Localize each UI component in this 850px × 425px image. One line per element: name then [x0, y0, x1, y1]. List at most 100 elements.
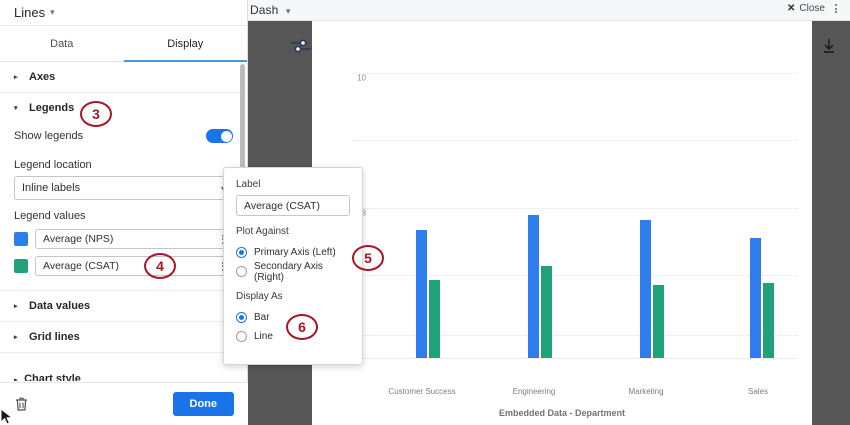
- legend-location-label: Legend location: [14, 159, 92, 171]
- section-chart-style-header[interactable]: ▸ Chart style: [14, 373, 81, 381]
- bar-csat[interactable]: [763, 283, 774, 358]
- bar-group-sales: [750, 238, 774, 358]
- close-button-label: Close: [799, 3, 825, 14]
- legend-value-input-nps[interactable]: Average (NPS): [35, 229, 233, 249]
- gridline-8: [354, 208, 798, 209]
- radio-display-line-label: Line: [254, 331, 273, 342]
- legend-value-text-nps: Average (NPS): [43, 233, 114, 245]
- radio-display-bar-label: Bar: [254, 312, 270, 323]
- bars-area: [354, 21, 798, 425]
- editor-header-title: Lines: [14, 5, 46, 20]
- section-legends-header[interactable]: ▾ Legends: [14, 93, 233, 123]
- section-axes[interactable]: ▸ Axes: [0, 62, 247, 93]
- gridline-mid-3: [354, 335, 798, 336]
- section-legends-body: Show legends Legend location Inline labe…: [14, 123, 233, 290]
- chevron-down-icon: ▾: [14, 105, 18, 112]
- chart-baseline: [354, 358, 798, 359]
- chevron-right-icon: ▸: [14, 74, 18, 81]
- legend-value-text-csat: Average (CSAT): [43, 260, 120, 272]
- section-data-values[interactable]: ▸ Data values: [0, 291, 247, 322]
- radio-display-line[interactable]: Line: [236, 327, 350, 346]
- done-button[interactable]: Done: [172, 392, 234, 416]
- bar-csat[interactable]: [653, 285, 664, 358]
- chevron-right-icon: ▸: [14, 334, 18, 341]
- category-label: Marketing: [628, 387, 664, 396]
- category-label: Customer Success: [388, 387, 456, 396]
- bar-nps[interactable]: [416, 230, 427, 358]
- show-legends-row: Show legends: [14, 123, 233, 149]
- ytick-label-8: 8: [361, 208, 366, 218]
- bar-nps[interactable]: [640, 220, 651, 358]
- popover-label-input[interactable]: Average (CSAT): [236, 195, 350, 216]
- display-as-title: Display As: [236, 291, 283, 302]
- bar-group-marketing: [640, 220, 664, 358]
- color-swatch-nps[interactable]: [14, 232, 28, 246]
- annotation-marker-4: 4: [144, 253, 176, 279]
- bar-group-customer-success: [416, 230, 440, 358]
- tab-display[interactable]: Display: [123, 26, 248, 62]
- gridline-mid-2: [354, 275, 798, 276]
- dashboard-title[interactable]: Dash ▾: [250, 3, 290, 17]
- editor-footer: Done: [0, 382, 248, 425]
- gridline-mid-1: [354, 140, 798, 141]
- show-legends-toggle[interactable]: [206, 129, 233, 143]
- radio-secondary-axis[interactable]: Secondary Axis (Right): [236, 260, 350, 283]
- section-chart-style-label: Chart style: [24, 373, 81, 381]
- bar-nps[interactable]: [528, 215, 539, 358]
- color-swatch-csat[interactable]: [14, 259, 28, 273]
- section-data-values-label: Data values: [29, 300, 91, 312]
- show-legends-label: Show legends: [14, 130, 84, 142]
- radio-button-selected[interactable]: [236, 247, 247, 258]
- chart-plot-area: 10 8 Average (CSAT): [312, 21, 812, 425]
- popover-label-title: Label: [236, 179, 261, 190]
- chevron-down-icon: ▾: [285, 6, 291, 16]
- editor-scrollbar[interactable]: [240, 64, 245, 174]
- radio-primary-axis[interactable]: Primary Axis (Left): [236, 243, 350, 262]
- chevron-right-icon: ▸: [14, 303, 18, 310]
- chevron-down-icon: ▾: [221, 184, 225, 193]
- radio-primary-axis-label: Primary Axis (Left): [254, 247, 336, 258]
- radio-secondary-axis-label: Secondary Axis (Right): [254, 260, 323, 283]
- more-vertical-icon[interactable]: [832, 2, 840, 15]
- bar-nps[interactable]: [750, 238, 761, 358]
- section-grid-lines-header[interactable]: ▸ Grid lines: [14, 322, 233, 352]
- annotation-marker-5: 5: [352, 245, 384, 271]
- close-button[interactable]: ✕ Close: [787, 3, 825, 14]
- annotation-marker-3: 3: [80, 101, 112, 127]
- chevron-right-icon: ▸: [14, 377, 18, 381]
- radio-button-selected[interactable]: [236, 312, 247, 323]
- section-grid-lines[interactable]: ▸ Grid lines: [0, 322, 247, 353]
- category-label: Engineering: [512, 387, 556, 396]
- download-icon[interactable]: [822, 38, 836, 54]
- legend-value-input-csat[interactable]: Average (CSAT): [35, 256, 233, 276]
- modal-scrim-right: [812, 21, 850, 425]
- section-data-values-header[interactable]: ▸ Data values: [14, 291, 233, 321]
- bar-csat[interactable]: [541, 266, 552, 358]
- radio-button[interactable]: [236, 331, 247, 342]
- filter-settings-icon[interactable]: [290, 38, 312, 54]
- legend-location-value: Inline labels: [22, 182, 81, 194]
- legend-values-label: Legend values: [14, 210, 86, 222]
- ytick-label-10: 10: [357, 73, 366, 83]
- radio-button[interactable]: [236, 266, 247, 277]
- section-axes-header[interactable]: ▸ Axes: [14, 62, 233, 92]
- radio-display-bar[interactable]: Bar: [236, 308, 350, 327]
- section-axes-label: Axes: [29, 71, 56, 83]
- tab-display-label: Display: [167, 37, 204, 50]
- close-x-icon: ✕: [787, 3, 796, 14]
- plot-against-title: Plot Against: [236, 226, 289, 237]
- editor-tabs: Data Display: [0, 26, 247, 62]
- mouse-cursor-icon: [0, 407, 14, 425]
- x-axis-title: Embedded Data - Department: [498, 408, 626, 418]
- trash-icon[interactable]: [14, 396, 29, 412]
- popover-label-value: Average (CSAT): [244, 199, 321, 212]
- editor-header[interactable]: Lines ▾: [0, 0, 247, 26]
- chart-card: 10 8 Average (CSAT): [312, 21, 812, 425]
- legend-location-select[interactable]: Inline labels ▾: [14, 176, 233, 200]
- toggle-knob: [220, 130, 232, 142]
- section-legends-label: Legends: [29, 102, 75, 114]
- bar-csat[interactable]: [429, 280, 440, 358]
- tab-data[interactable]: Data: [0, 26, 124, 61]
- tab-data-label: Data: [50, 37, 74, 50]
- gridline-10: [354, 73, 798, 74]
